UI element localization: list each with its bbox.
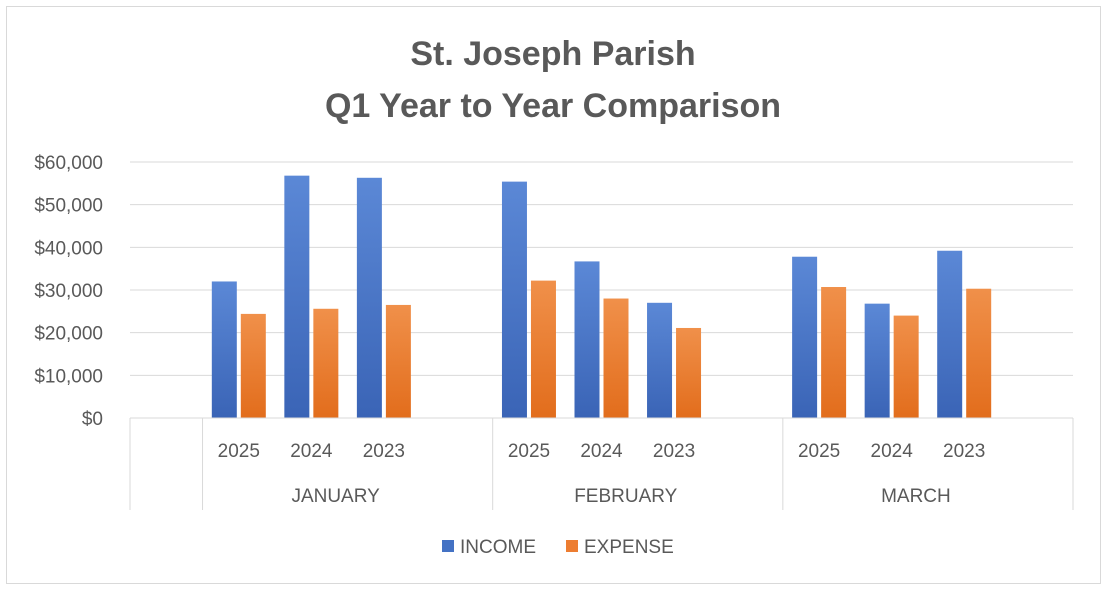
category-label: 2023: [653, 441, 695, 462]
category-label: 2025: [508, 441, 550, 462]
bar-expense: [603, 298, 629, 418]
y-tick-label: $0: [82, 409, 103, 430]
bar-expense: [966, 288, 992, 418]
legend-swatch-expense: [566, 540, 578, 552]
category-label: 2024: [871, 441, 914, 462]
y-tick-label: $60,000: [34, 153, 103, 174]
y-axis-ticks: $0 $10,000 $20,000 $30,000 $40,000 $50,000 $60…: [34, 153, 103, 430]
bar-income: [792, 256, 818, 418]
category-label: 2023: [363, 441, 405, 462]
bar-income: [284, 175, 310, 418]
chart-title-line-1: St. Joseph Parish: [410, 35, 695, 73]
bar-income: [574, 261, 600, 418]
legend-label-income: INCOME: [460, 537, 536, 558]
bar-expense: [530, 280, 556, 418]
bar-expense: [821, 287, 847, 418]
category-label: 2025: [798, 441, 840, 462]
bars: [211, 175, 992, 418]
legend-swatch-income: [442, 540, 454, 552]
legend: INCOME EXPENSE: [442, 537, 674, 558]
bar-expense: [313, 308, 339, 418]
group-label: MARCH: [881, 486, 951, 507]
category-label: 2024: [290, 441, 333, 462]
bar-income: [937, 250, 963, 418]
bar-income: [864, 303, 890, 418]
bar-expense: [893, 315, 919, 418]
y-tick-label: $50,000: [34, 196, 103, 217]
bar-income: [211, 281, 237, 418]
bar-income: [501, 181, 527, 418]
y-tick-label: $10,000: [34, 366, 103, 387]
y-tick-label: $30,000: [34, 281, 103, 302]
y-tick-label: $20,000: [34, 324, 103, 345]
bar-expense: [385, 304, 411, 418]
bar-income: [647, 302, 673, 418]
category-label: 2024: [580, 441, 623, 462]
y-tick-label: $40,000: [34, 238, 103, 259]
bar-income: [356, 177, 382, 418]
x-axis: JANUARY 2025 2024 2023 FEBRUARY 2025 2024 2023 M…: [129, 417, 1074, 510]
legend-label-expense: EXPENSE: [584, 537, 674, 558]
chart-title-line-2: Q1 Year to Year Comparison: [325, 87, 781, 125]
gridlines: [130, 161, 1073, 376]
category-label: 2025: [218, 441, 260, 462]
bar-expense: [240, 313, 266, 418]
category-label: 2023: [943, 441, 985, 462]
bar-expense: [676, 327, 702, 418]
group-label: FEBRUARY: [574, 486, 677, 507]
group-label: JANUARY: [291, 486, 380, 507]
